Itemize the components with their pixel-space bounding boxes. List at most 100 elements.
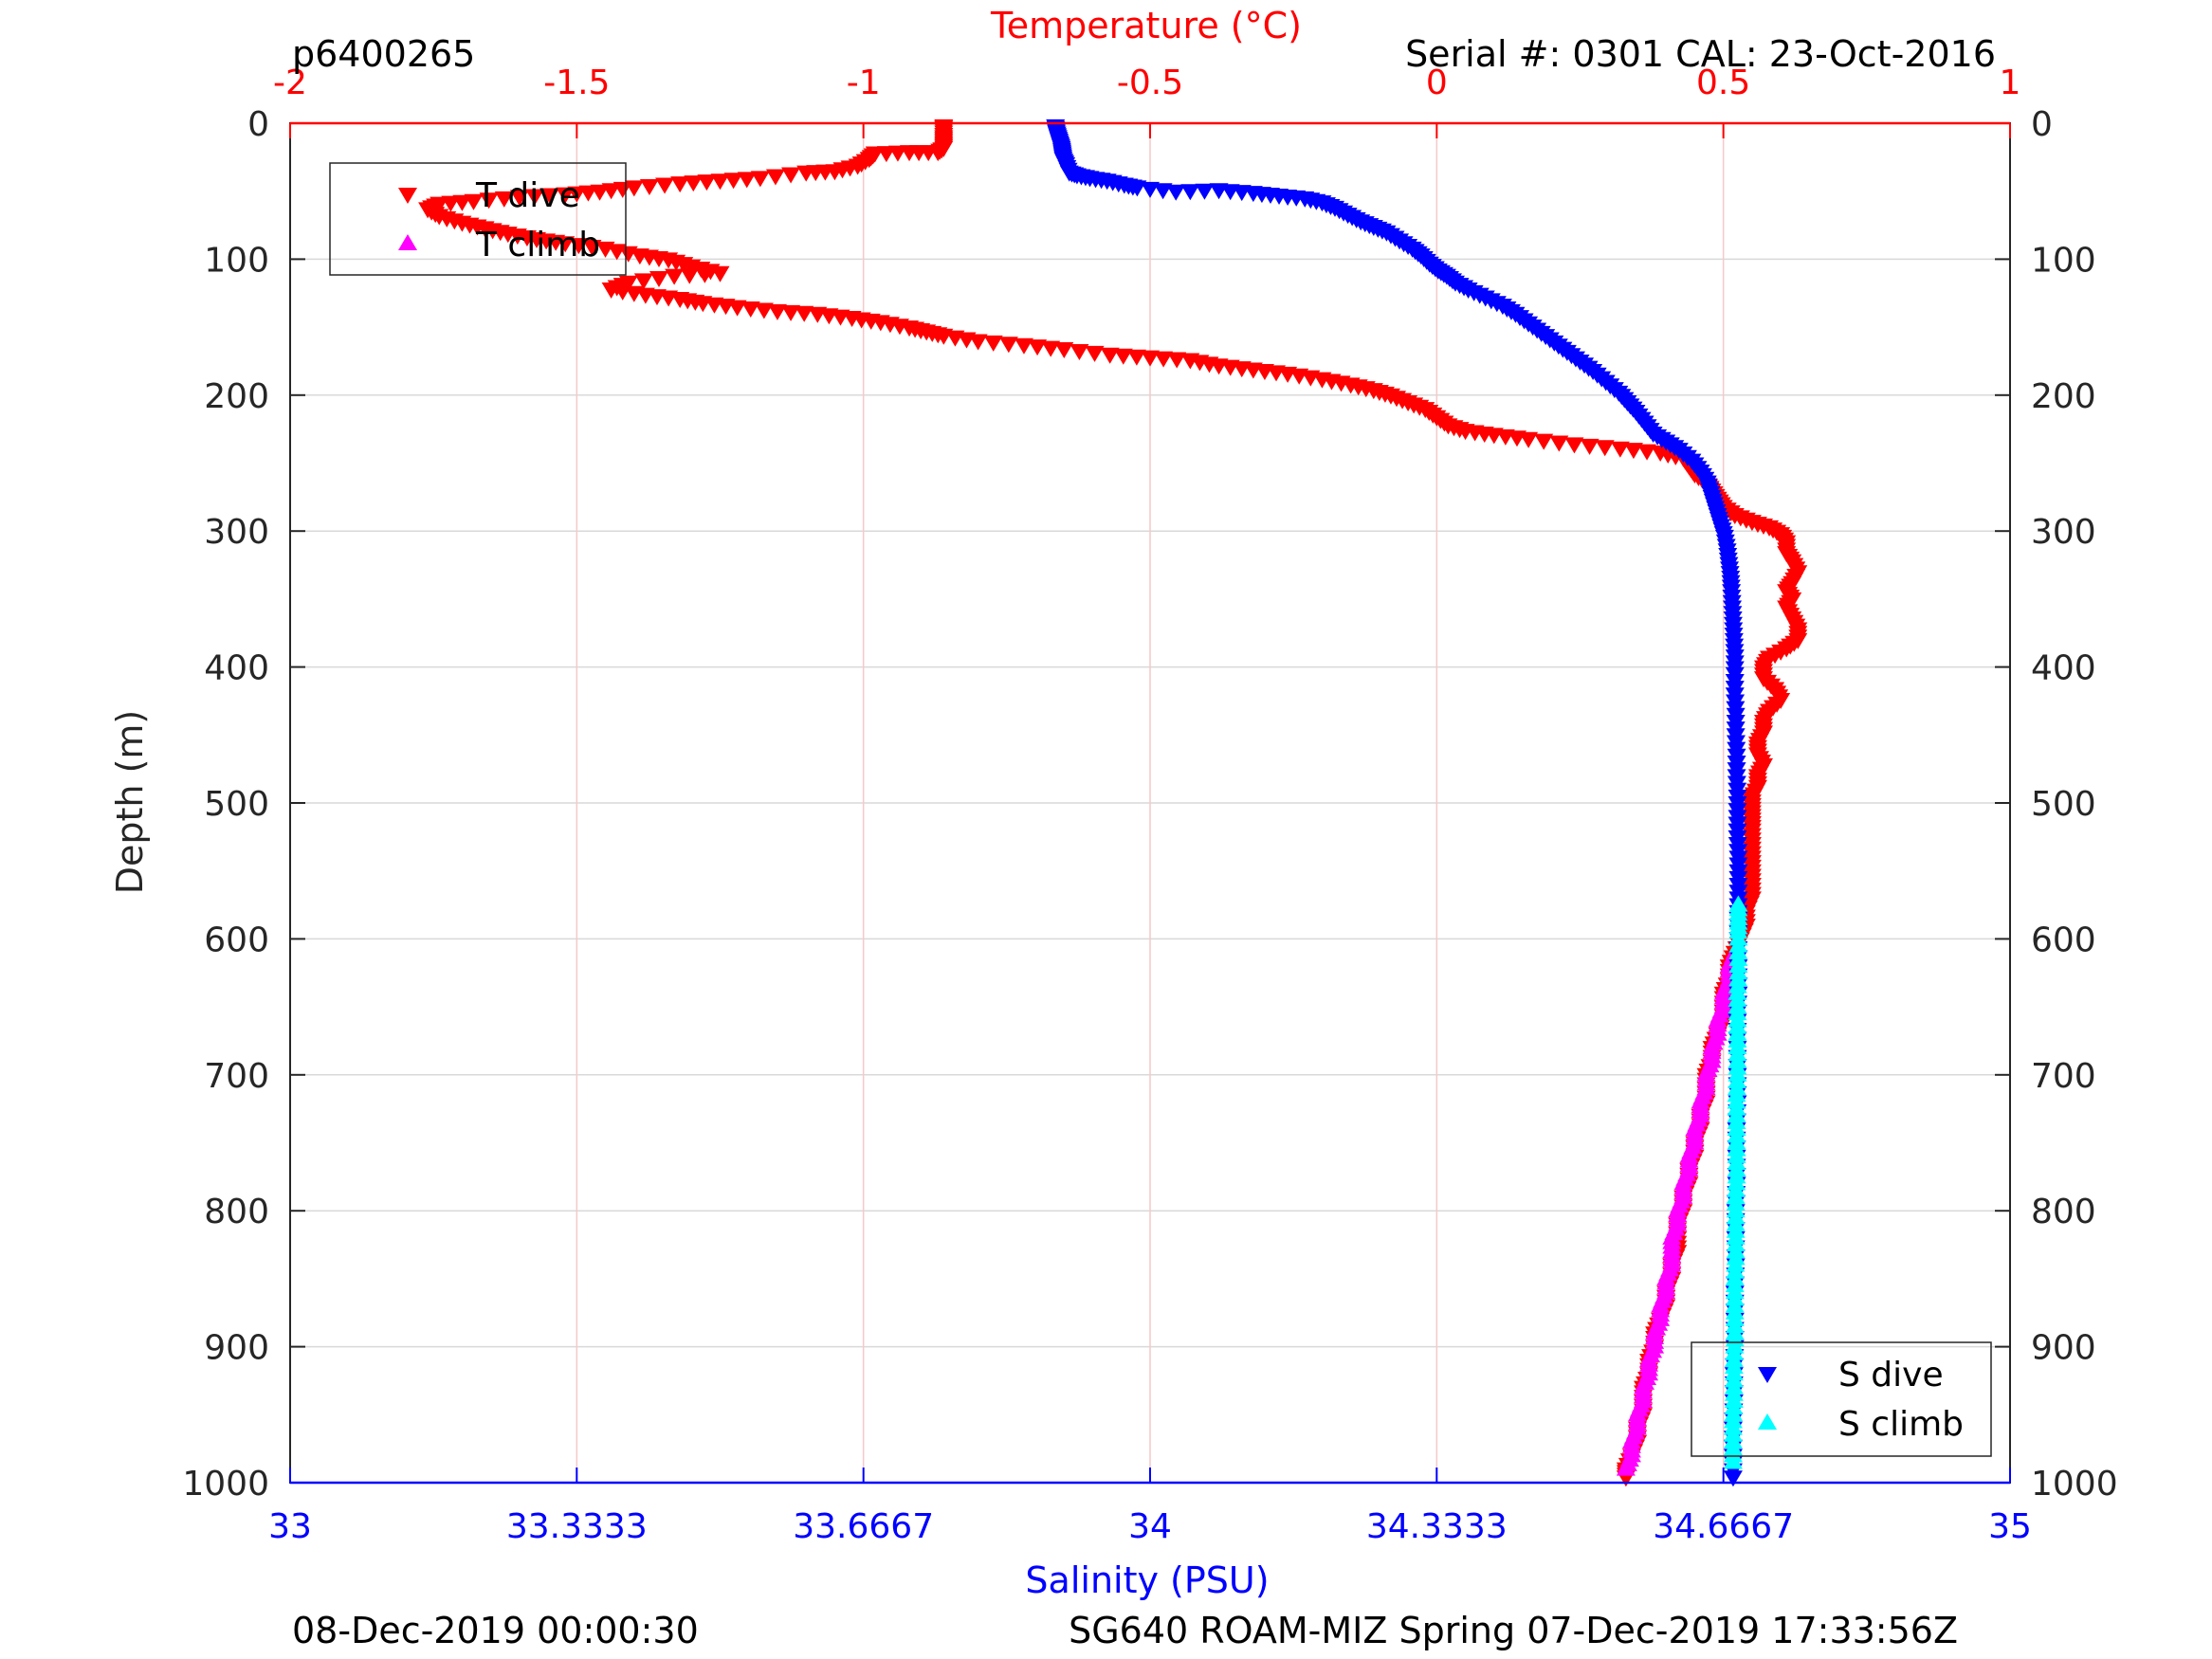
data-point [1534,433,1554,450]
temperature-tick-label: 0.5 [1696,64,1750,102]
data-point [524,189,544,206]
salinity-tick-label: 33 [268,1507,312,1546]
depth-axis-title: Depth (m) [109,710,151,895]
depth-tick-label-left: 0 [247,105,269,144]
depth-tick-label-left: 600 [204,921,269,959]
depth-tick-label-left: 1000 [182,1465,269,1504]
legend-label: S climb [1838,1405,1964,1444]
data-point [710,265,730,283]
data-point [1167,352,1187,369]
legend-marker [1758,1413,1777,1430]
data-point [740,301,760,319]
depth-tick-label-right: 0 [2031,105,2053,144]
data-point [655,177,675,194]
depth-tick-label-right: 600 [2031,921,2096,959]
data-point [569,238,589,255]
data-point [737,172,757,189]
serial-cal: Serial #: 0301 CAL: 23-Oct-2016 [1405,33,1996,75]
salinity-tick-label: 34 [1128,1507,1172,1546]
depth-tick-label-left: 300 [204,513,269,552]
temperature-tick-label: -2 [273,64,307,102]
temperature-tick-label: -1 [847,64,881,102]
series-s-climb [1723,895,1748,1469]
depth-tick-label-left: 200 [204,377,269,416]
salinity-tick-label: 33.3333 [506,1507,648,1546]
data-point [1069,343,1089,360]
data-point [1014,337,1033,355]
data-point [1580,438,1600,455]
depth-tick-label-right: 800 [2031,1193,2096,1231]
data-point [1154,351,1174,368]
data-point [727,300,747,317]
data-point [750,171,770,188]
data-point [710,173,730,191]
data-point [1028,339,1048,356]
data-point [767,303,787,320]
data-point [781,304,801,321]
legend-marker [398,234,417,250]
salinity-tick-label: 35 [1988,1507,2032,1546]
temperature-tick-label: -0.5 [1117,64,1183,102]
data-point [1610,441,1630,458]
grid [290,123,2010,1483]
data-point [494,191,514,208]
data-points [418,118,1808,1487]
legends: T dive T climb S dive S climb [329,162,1992,1457]
data-point [1549,435,1569,452]
data-point [665,268,685,285]
legend-top-left: T dive T climb [329,162,627,276]
data-point [649,270,669,287]
data-point [723,173,743,190]
data-point [1195,183,1215,200]
data-point [1141,181,1160,198]
data-point [1723,1470,1743,1487]
data-point [639,178,659,195]
data-point [781,167,801,184]
data-point [582,240,602,257]
data-point [1126,349,1146,366]
data-point [796,165,816,182]
data-point [1637,444,1657,461]
data-point [684,175,704,192]
legend-box [1691,1341,1992,1457]
legend-bottom-right: S dive S climb [1691,1341,1992,1457]
data-point [1100,347,1120,364]
data-point [998,337,1018,354]
salinity-tick-label: 34.3333 [1366,1507,1508,1546]
data-point [695,266,715,283]
depth-tick-label-right: 100 [2031,241,2096,280]
axes: 0 0 100 100 200 200 300 300 400 400 500 500 600 600 70… [182,64,2117,1546]
data-point [1153,183,1173,200]
data-point [680,267,700,284]
depth-tick-label-right: 900 [2031,1329,2096,1368]
data-point [1623,443,1643,460]
data-point [697,174,717,191]
data-point [556,236,576,253]
data-point [968,334,988,351]
data-point [765,169,785,186]
depth-tick-label-left: 500 [204,785,269,824]
depth-tick-label-right: 400 [2031,649,2096,688]
data-point [1054,342,1074,359]
legend-label: S dive [1838,1356,1944,1395]
depth-tick-label-left: 100 [204,241,269,280]
legend-marker [1758,1367,1777,1383]
data-point [795,305,814,322]
depth-tick-label-right: 500 [2031,785,2096,824]
depth-tick-label-left: 800 [204,1193,269,1231]
legend-marker [398,188,417,204]
data-point [1166,184,1186,201]
data-point [1723,1452,1743,1469]
series-s-dive [1046,118,1748,1487]
salinity-axis-title: Salinity (PSU) [1025,1559,1269,1601]
temperature-axis-title: Temperature (°C) [990,5,1302,46]
legend-box [329,162,627,276]
legend-label: T dive [475,176,580,215]
data-point [754,302,774,319]
depth-tick-label-right: 300 [2031,513,2096,552]
data-point [556,187,576,204]
depth-tick-label-right: 200 [2031,377,2096,416]
data-point [983,335,1003,352]
